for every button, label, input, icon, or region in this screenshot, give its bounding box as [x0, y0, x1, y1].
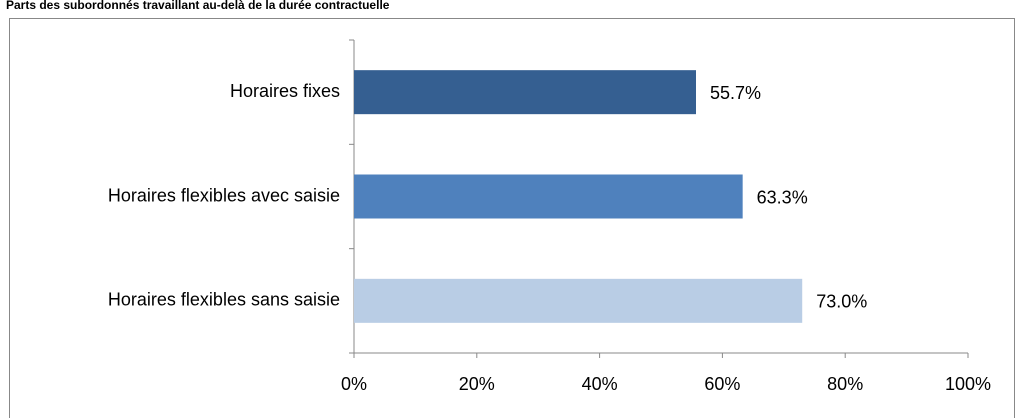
chart-title: Parts des subordonnés travaillant au-del…: [6, 0, 390, 12]
bar: [354, 174, 743, 219]
bar: [354, 70, 696, 115]
x-tick-label: 20%: [459, 374, 495, 394]
value-label: 73.0%: [816, 292, 867, 312]
x-tick-label: 60%: [704, 374, 740, 394]
x-tick-label: 40%: [582, 374, 618, 394]
bar: [354, 278, 803, 323]
x-tick-label: 80%: [827, 374, 863, 394]
value-label: 55.7%: [710, 83, 761, 103]
x-tick-label: 0%: [341, 374, 367, 394]
category-label: Horaires fixes: [230, 81, 340, 101]
value-label: 63.3%: [757, 187, 808, 207]
category-label: Horaires flexibles avec saisie: [108, 185, 340, 205]
category-label: Horaires flexibles sans saisie: [108, 290, 340, 310]
x-tick-label: 100%: [945, 374, 991, 394]
